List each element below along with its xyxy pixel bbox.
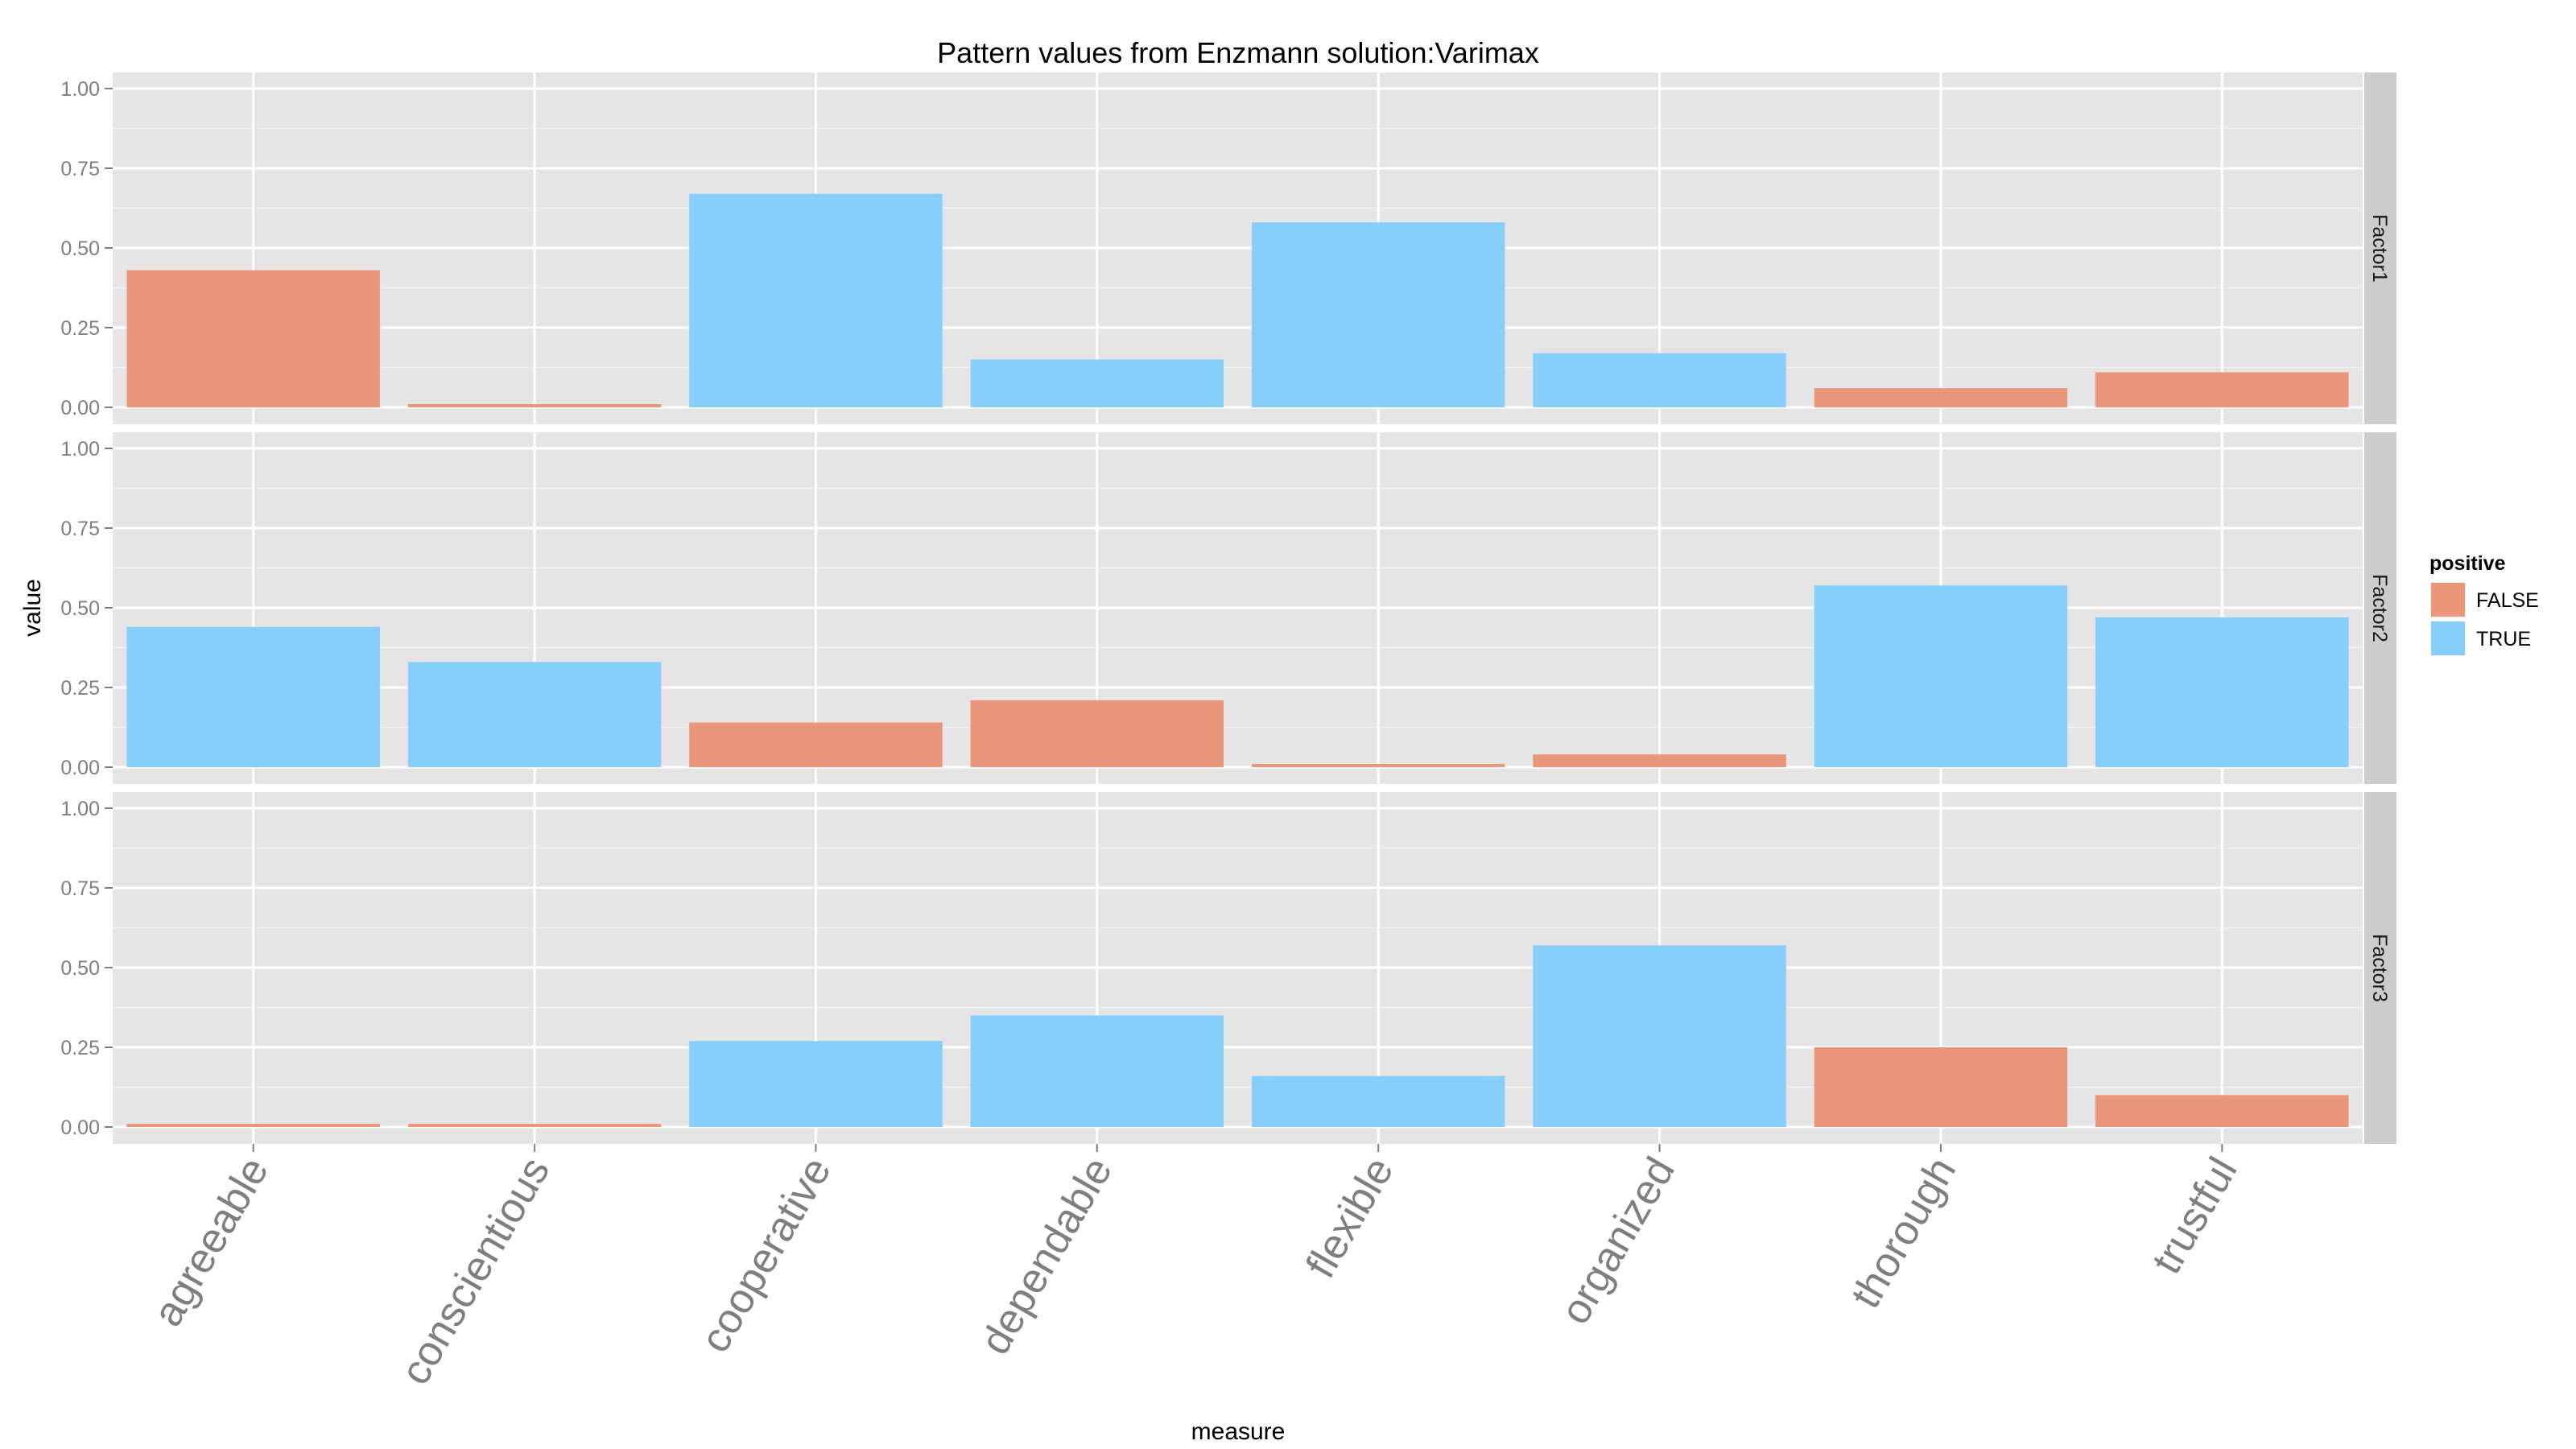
bar-organized	[1533, 945, 1786, 1127]
facet-strip	[2364, 72, 2396, 424]
legend-label-true: TRUE	[2476, 628, 2531, 650]
bar-thorough	[1814, 1047, 2068, 1127]
y-tick-label: 0.25	[60, 1037, 100, 1059]
facet-panels: 0.000.250.500.751.00Factor10.000.250.500…	[60, 72, 2396, 1144]
y-tick-label: 0.50	[60, 597, 100, 620]
y-tick-label: 0.25	[60, 677, 100, 700]
y-tick-label: 1.00	[60, 78, 100, 101]
bar-trustful	[2095, 617, 2349, 767]
y-axis-label: value	[19, 579, 46, 637]
legend-entries: FALSE TRUE	[2429, 580, 2539, 658]
bar-organized	[1533, 754, 1786, 767]
bar-agreeable	[126, 626, 380, 767]
bar-cooperative	[689, 193, 943, 407]
y-tick-label: 1.00	[60, 798, 100, 820]
x-axis-label: measure	[1191, 1418, 1286, 1445]
y-tick-label: 0.75	[60, 518, 100, 540]
facet-strip-label: Factor1	[2368, 214, 2391, 283]
facet-panel-factor2: 0.00 0.25 0.50 0.75 1.00 Factor2	[60, 432, 2396, 784]
bar-cooperative	[689, 722, 943, 767]
bar-thorough	[1814, 388, 2068, 407]
bar-dependable	[970, 359, 1224, 407]
facet-strip-label: Factor3	[2368, 934, 2391, 1002]
bar-flexible	[1251, 1075, 1505, 1127]
bar-thorough	[1814, 585, 2068, 767]
legend-label-false: FALSE	[2476, 589, 2539, 612]
bar-dependable	[970, 700, 1224, 767]
legend-swatch-true	[2431, 621, 2465, 655]
bar-flexible	[1251, 222, 1505, 407]
facet-panel-factor3: 0.00 0.25 0.50 0.75 1.00 Factor3	[60, 792, 2396, 1144]
y-tick-label: 0.00	[60, 757, 100, 779]
y-tick-label: 0.50	[60, 237, 100, 260]
bar-trustful	[2095, 372, 2349, 407]
bar-dependable	[970, 1015, 1224, 1127]
bar-agreeable	[126, 270, 380, 407]
legend-title: positive	[2429, 552, 2506, 575]
bar-cooperative	[689, 1041, 943, 1127]
bar-flexible	[1251, 764, 1505, 767]
bar-conscientious	[407, 1124, 662, 1127]
bar-organized	[1533, 353, 1786, 407]
facet-strip-label: Factor2	[2368, 574, 2391, 642]
y-tick-label: 0.75	[60, 877, 100, 900]
facet-strip	[2364, 432, 2396, 784]
y-tick-label: 0.00	[60, 1117, 100, 1139]
facet-panel-factor1: 0.00 0.25 0.50 0.75 1.00 Factor1	[60, 72, 2396, 424]
y-tick-label: 0.50	[60, 957, 100, 980]
bar-conscientious	[407, 662, 662, 767]
y-tick-label: 1.00	[60, 438, 100, 460]
y-tick-label: 0.25	[60, 317, 100, 340]
bar-conscientious	[407, 404, 662, 407]
bar-agreeable	[126, 1124, 380, 1127]
bar-trustful	[2095, 1095, 2349, 1127]
y-tick-label: 0.75	[60, 158, 100, 180]
y-tick-label: 0.00	[60, 397, 100, 419]
facet-strip	[2364, 792, 2396, 1144]
legend: positive FALSE TRUE	[2429, 552, 2539, 658]
chart-title: Pattern values from Enzmann solution:Var…	[937, 36, 1539, 69]
legend-swatch-false	[2431, 583, 2465, 617]
